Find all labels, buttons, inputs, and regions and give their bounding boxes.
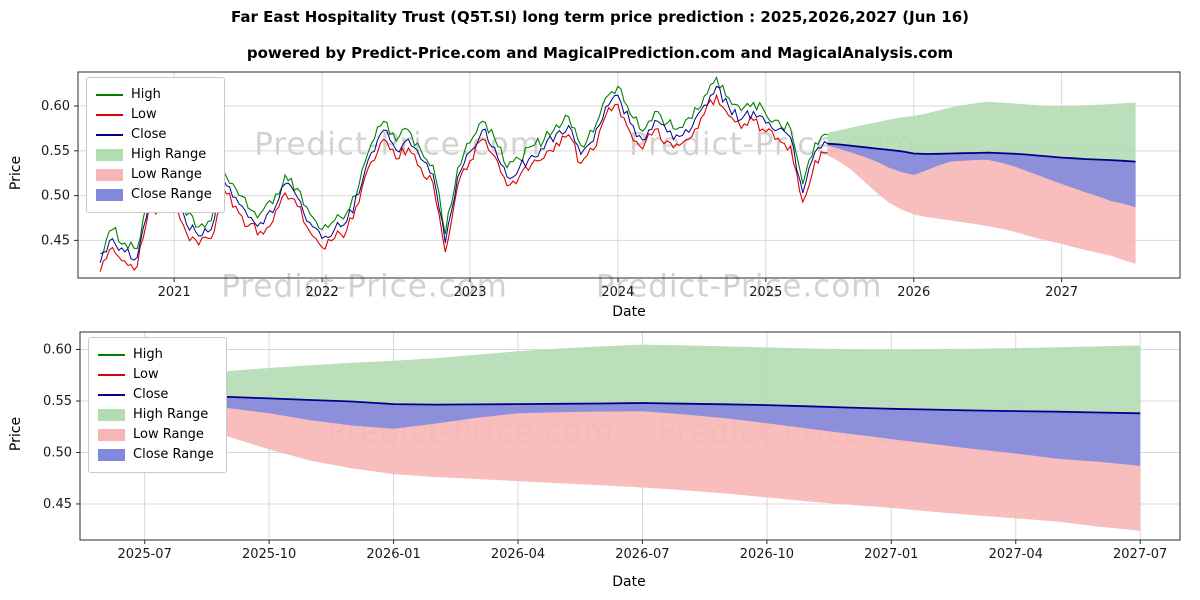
legend-line-sample [98, 354, 125, 356]
legend-line-sample [96, 114, 123, 116]
forecast-close-line [103, 391, 1141, 415]
legend-label: Low [131, 107, 157, 122]
x-tick-label: 2023 [453, 285, 486, 300]
legend-label: Low Range [133, 427, 204, 442]
legend-item-close: Close [96, 125, 212, 145]
top-chart-canvas: Predict-Price.com Predict-Price.comPredic… [41, 71, 1181, 305]
historical-forecast-chart: Predict-Price.com Predict-Price.com Predic… [0, 60, 1200, 326]
legend-patch-sample [98, 429, 125, 441]
x-tick-label: 2026 [897, 285, 930, 300]
legend-item-high-range: High Range [98, 405, 214, 425]
legend-item-close: Close [98, 385, 214, 405]
legend-patch-sample [96, 189, 123, 201]
x-tick-label: 2027-04 [989, 547, 1043, 562]
legend-item-low-range: Low Range [98, 425, 214, 445]
x-tick-label: 2027-07 [1113, 547, 1167, 562]
close-range-band [103, 392, 1141, 466]
legend-label: High [133, 347, 163, 362]
legend-label: Low Range [131, 167, 202, 182]
bottom-y-axis-label: Price [8, 416, 24, 452]
x-tick-label: 2021 [158, 285, 191, 300]
forecast-detail-chart: Predict-Price.comPredict-Price.com2025-0… [0, 322, 1200, 600]
legend-item-close-range: Close Range [96, 185, 212, 205]
legend-label: Low [133, 367, 159, 382]
x-tick-label: 2026-07 [615, 547, 669, 562]
x-tick-label: 2025-07 [118, 547, 172, 562]
plot-border [77, 71, 1181, 279]
x-tick-label: 2026-01 [366, 547, 420, 562]
legend-patch-sample [98, 409, 125, 421]
legend-label: High Range [131, 147, 207, 162]
legend-patch-sample [96, 149, 123, 161]
legend-item-low: Low [98, 365, 214, 385]
legend-item-high-range: High Range [96, 145, 212, 165]
watermark-text: Predict-Price.com [596, 269, 883, 305]
bottom-chart-canvas: Predict-Price.comPredict-Price.com2025-0… [43, 331, 1181, 562]
y-tick-label: 0.50 [41, 189, 70, 204]
x-tick-label: 2025-10 [242, 547, 296, 562]
legend-line-sample [96, 134, 123, 136]
legend-line-sample [98, 394, 125, 396]
legend-item-close-range: Close Range [98, 445, 214, 465]
top-x-axis-label: Date [612, 304, 646, 320]
close-range-band [827, 143, 1136, 208]
x-tick-label: 2027 [1045, 285, 1078, 300]
legend-item-low: Low [96, 105, 212, 125]
legend-item-high: High [96, 85, 212, 105]
legend-label: Close Range [131, 187, 212, 202]
bottom-x-axis-label: Date [612, 574, 646, 590]
x-tick-label: 2026-10 [740, 547, 794, 562]
legend-line-sample [96, 94, 123, 96]
plot-border [79, 331, 1181, 541]
y-tick-label: 0.50 [43, 445, 72, 460]
x-tick-label: 2027-01 [864, 547, 918, 562]
legend-patch-sample [96, 169, 123, 181]
top-chart-legend: High Low Close High Range Low Range Close Ran… [86, 77, 225, 213]
x-tick-label: 2022 [306, 285, 339, 300]
x-tick-label: 2025 [749, 285, 782, 300]
y-tick-label: 0.60 [43, 343, 72, 358]
legend-label: Close Range [133, 447, 214, 462]
figure-title: Far East Hospitality Trust (Q5T.SI) long… [230, 8, 970, 26]
x-tick-label: 2026-04 [491, 547, 545, 562]
y-tick-label: 0.55 [43, 394, 72, 409]
high-range-band [103, 344, 1141, 414]
high-range-band [827, 101, 1136, 162]
legend-label: High [131, 87, 161, 102]
legend-line-sample [98, 374, 125, 376]
top-y-axis-label: Price [8, 155, 24, 191]
legend-label: Close [131, 127, 167, 142]
forecast-close-line [827, 142, 1136, 163]
legend-label: Close [133, 387, 169, 402]
legend-item-low-range: Low Range [96, 165, 212, 185]
watermark-text: Predict-Price.com [221, 269, 508, 305]
y-tick-label: 0.55 [41, 144, 70, 159]
bottom-chart-legend: High Low Close High Range Low Range Close Ran… [88, 337, 227, 473]
powered-by-subtitle: powered by Predict-Price.com and Magical… [246, 44, 954, 62]
legend-patch-sample [98, 449, 125, 461]
y-tick-label: 0.60 [41, 99, 70, 114]
legend-item-high: High [98, 345, 214, 365]
legend-label: High Range [133, 407, 209, 422]
y-tick-label: 0.45 [43, 497, 72, 512]
x-tick-label: 2024 [601, 285, 634, 300]
y-tick-label: 0.45 [41, 233, 70, 248]
